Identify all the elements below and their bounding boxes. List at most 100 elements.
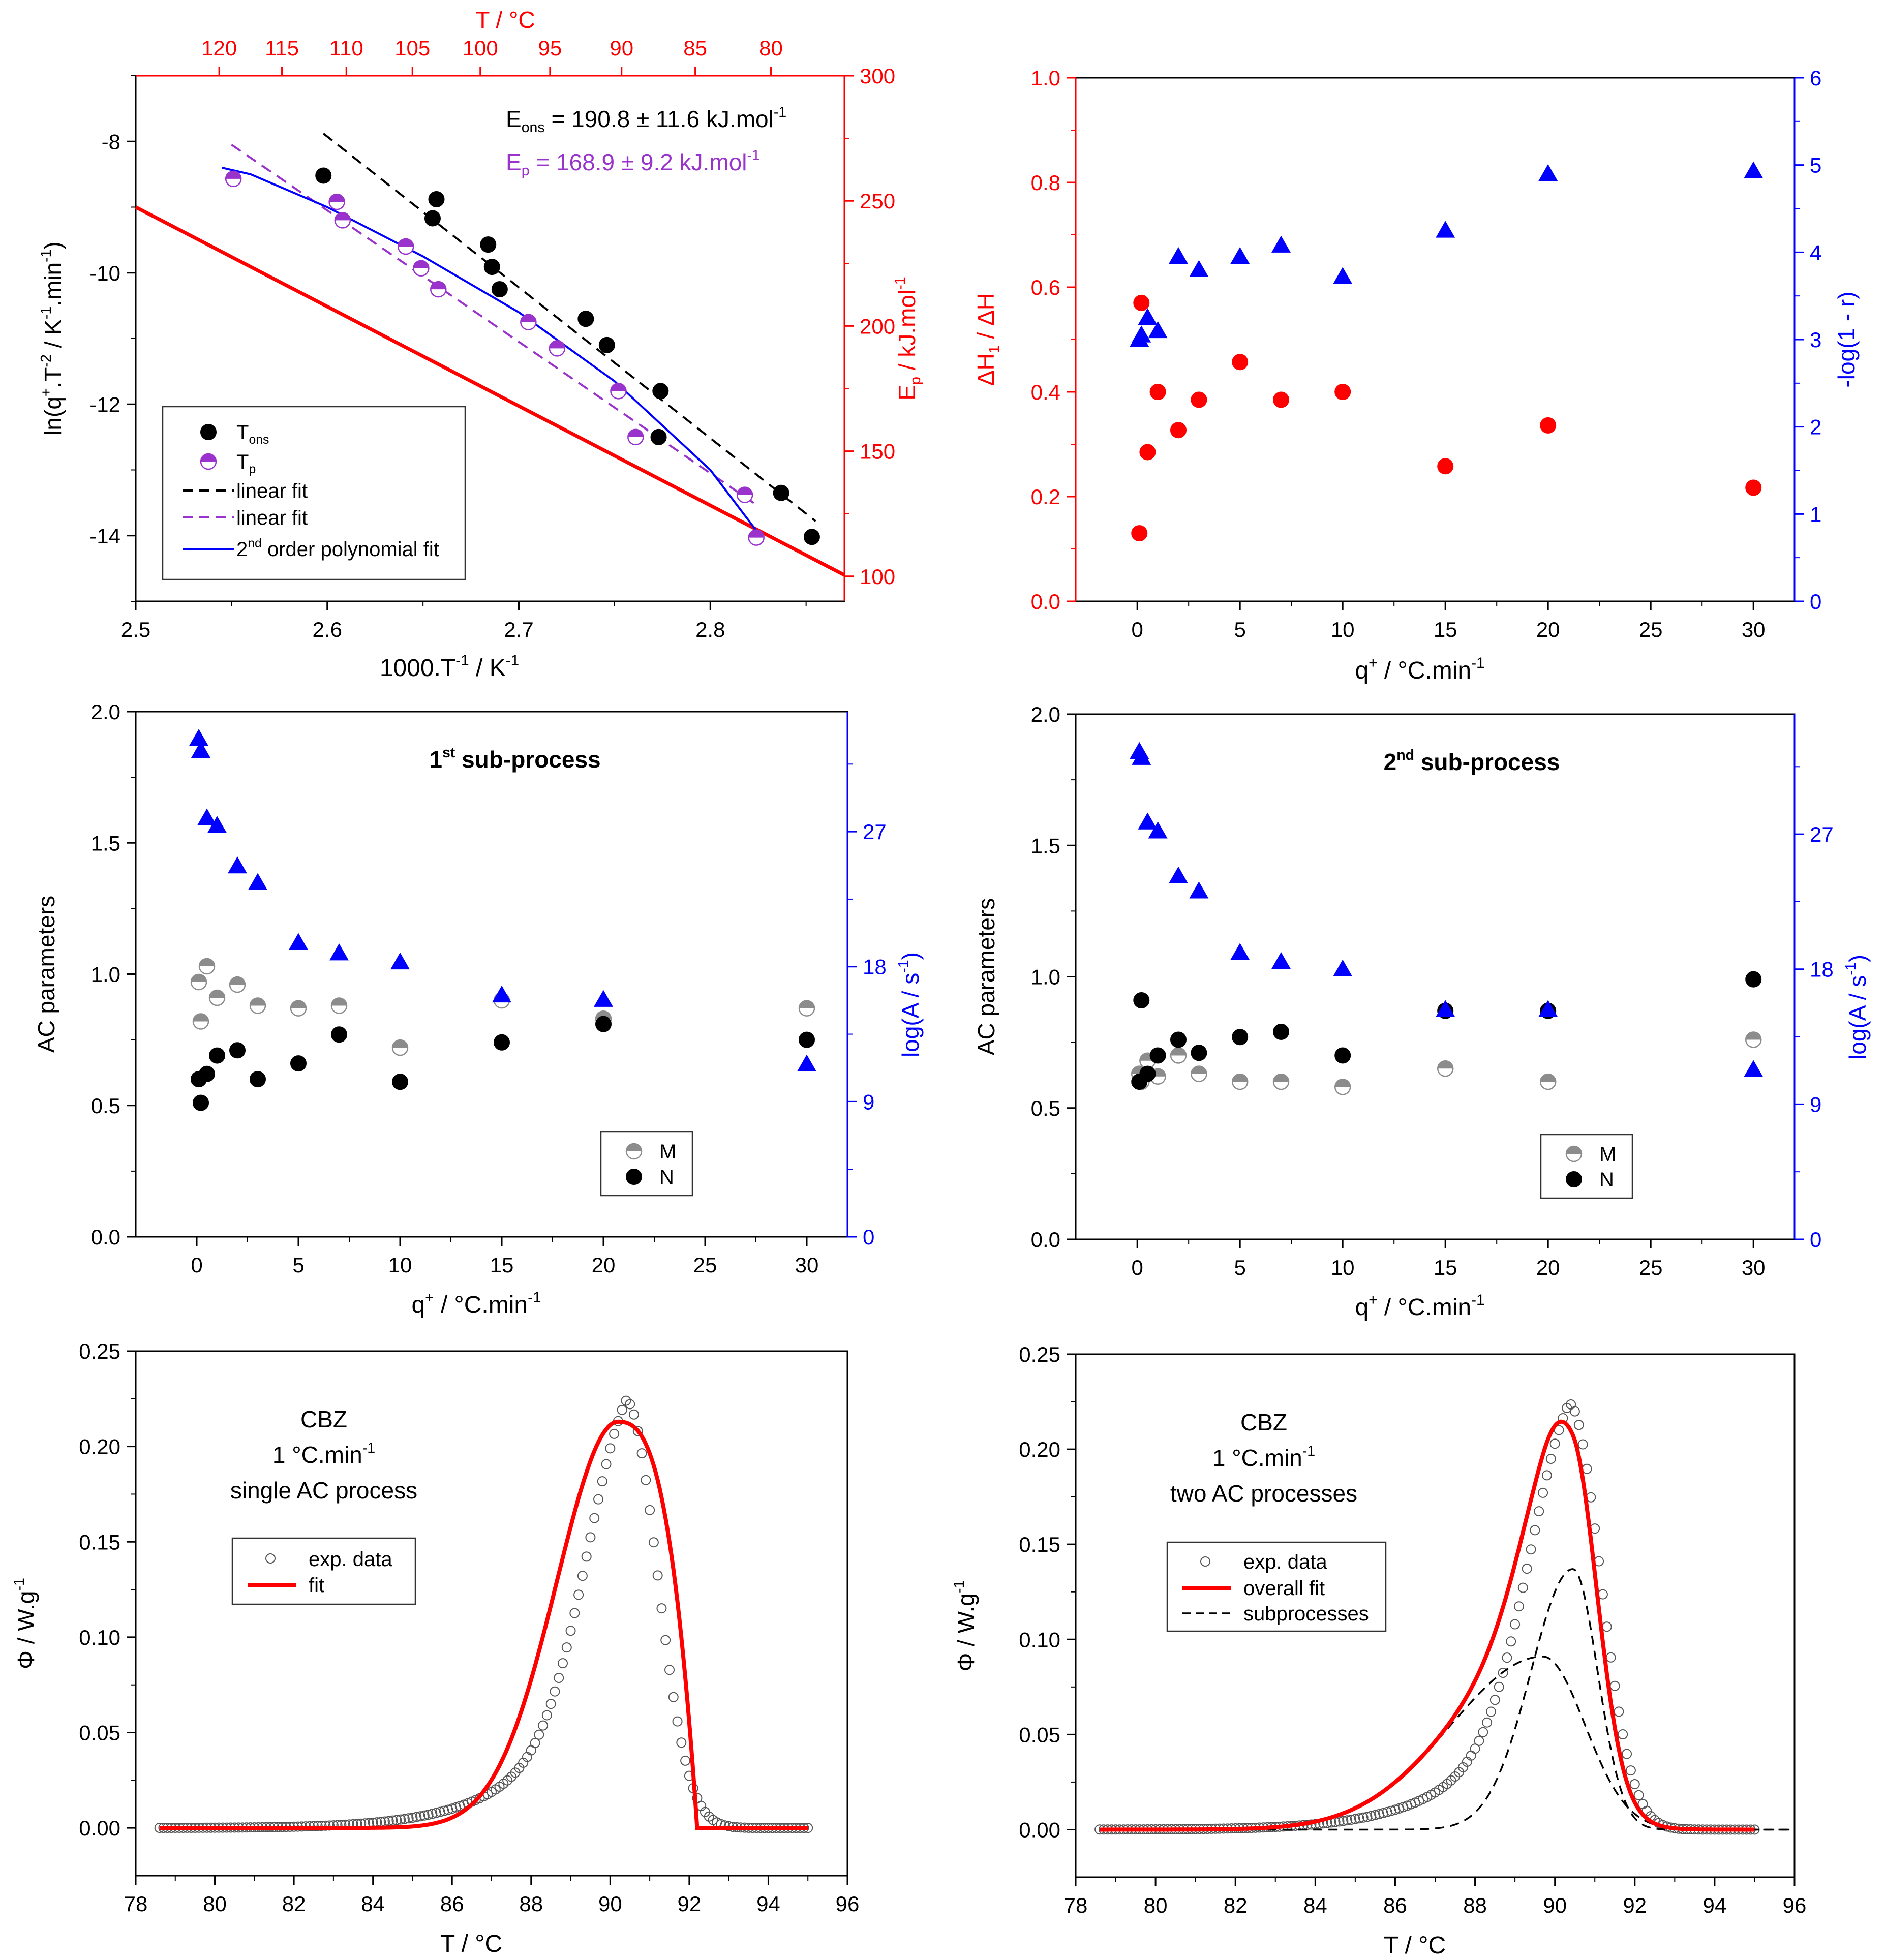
right-tick-label: 2 — [1810, 415, 1821, 439]
point-exp — [1618, 1729, 1628, 1740]
x-tick-label: 30 — [795, 1253, 819, 1277]
point-log-a — [797, 1054, 816, 1071]
point-n — [1745, 971, 1762, 988]
point-log-r — [1538, 164, 1558, 181]
point-exp — [680, 1755, 691, 1766]
chart-c: 0 5 10 15 20 25 30 0.0 0.5 1.0 1.5 2.0 0 9 18 27 q+ / °C… — [33, 700, 924, 1319]
point-log-r — [1744, 161, 1764, 178]
y-tick-label: 0.05 — [79, 1721, 120, 1745]
point-exp — [439, 1805, 449, 1816]
x-tick-label: 82 — [282, 1892, 306, 1916]
point-tons — [773, 484, 789, 501]
right-tick-label: 1 — [1810, 502, 1821, 526]
y-axis-title: Φ / W.g-1 — [951, 1580, 979, 1672]
marker-fill-half — [413, 260, 429, 268]
x-tick-label: 5 — [292, 1253, 304, 1277]
point-exp — [1478, 1727, 1488, 1737]
subplot-title: 2nd sub-process — [1384, 747, 1560, 775]
point-log-a — [1148, 821, 1168, 839]
point-tp — [225, 170, 242, 188]
point-exp — [1541, 1470, 1552, 1481]
point-exp — [1346, 1814, 1357, 1825]
point-tp — [430, 281, 447, 298]
point-log-a — [1744, 1060, 1764, 1077]
point-exp — [1609, 1680, 1620, 1691]
subplot-title: 1st sub-process — [429, 745, 600, 773]
point-m — [1191, 1065, 1207, 1082]
point-exp — [558, 1658, 568, 1669]
top-axis-title: T / °C — [475, 7, 535, 33]
marker-fill-half — [392, 1040, 408, 1048]
marker-fill-half — [1335, 1079, 1351, 1087]
y-axis-title: AC parameters — [973, 898, 999, 1055]
point-log-a — [594, 990, 613, 1007]
x-tick-label: 0 — [191, 1253, 202, 1277]
right-axis-title: log(A / s-1) — [896, 952, 924, 1057]
legend-label-overall: overall fit — [1243, 1577, 1325, 1600]
top-tick-label: 120 — [201, 36, 237, 60]
annotation-process: two AC processes — [1170, 1480, 1357, 1507]
point-exp — [585, 1532, 596, 1543]
point-exp — [676, 1737, 687, 1748]
point-exp — [411, 1812, 422, 1822]
x-tick-label: 96 — [836, 1892, 860, 1916]
point-dh-ratio — [1139, 444, 1156, 461]
point-exp — [1614, 1706, 1624, 1717]
point-exp — [541, 1710, 552, 1721]
marker-fill-half — [549, 341, 565, 349]
point-tp — [334, 212, 351, 229]
point-m — [208, 989, 226, 1006]
legend-label-poly: 2nd order polynomial fit — [236, 537, 439, 561]
point-n — [799, 1031, 815, 1048]
point-dh-ratio — [1334, 384, 1351, 400]
point-exp — [320, 1820, 331, 1831]
y-tick-label: 0.5 — [91, 1094, 120, 1118]
y-tick-label: 0.20 — [79, 1435, 120, 1459]
point-tons — [480, 236, 497, 253]
point-exp — [1513, 1601, 1524, 1612]
y-tick-label: 0.25 — [1019, 1342, 1060, 1366]
point-exp — [660, 1635, 671, 1645]
legend-box — [600, 1131, 693, 1197]
point-dh-ratio — [1437, 458, 1454, 475]
point-log-r — [1230, 247, 1250, 264]
point-dh-ratio — [1191, 391, 1207, 408]
point-exp — [609, 1428, 620, 1439]
point-m — [290, 1000, 307, 1017]
plot-frame — [1075, 77, 1796, 602]
legend-label-tons: Tons — [236, 421, 269, 447]
point-tp — [397, 238, 414, 255]
y-tick-label: 2.0 — [1031, 702, 1060, 726]
y-tick-label: 1.0 — [91, 963, 120, 987]
x-tick-label: 84 — [1303, 1893, 1327, 1917]
y-tick-label: 1.5 — [91, 831, 120, 855]
point-exp — [625, 1399, 635, 1410]
point-exp — [1446, 1775, 1456, 1786]
x-tick-label: 80 — [203, 1892, 227, 1916]
point-n — [392, 1074, 408, 1090]
x-axis-title: q+ / °C.min-1 — [1355, 655, 1484, 684]
x-tick-label: 10 — [388, 1253, 412, 1277]
point-log-a — [1169, 866, 1188, 884]
marker-fill-half — [1232, 1074, 1248, 1082]
legend-label-fit: fit — [309, 1574, 324, 1597]
chart-e: 78 80 82 84 86 88 90 92 94 96 0.00 0.05 0.10 0.15 0.20… — [11, 1339, 860, 1957]
right-tick-label: 100 — [860, 565, 895, 589]
annotation-rate: 1 °C.min-1 — [272, 1440, 375, 1468]
point-exp — [530, 1738, 540, 1749]
point-exp — [391, 1815, 402, 1825]
y-tick-label: 0.5 — [1031, 1096, 1060, 1120]
point-tp — [736, 486, 753, 503]
legend-marker-n — [1566, 1171, 1582, 1187]
y-tick-label: -10 — [89, 261, 120, 285]
linear-fit-p — [231, 144, 759, 507]
x-axis-title: q+ / °C.min-1 — [411, 1289, 541, 1319]
overall-fit-line — [1100, 1419, 1755, 1832]
point-exp — [1545, 1454, 1556, 1464]
marker-fill-half — [335, 212, 350, 221]
marker-fill-half — [431, 282, 446, 290]
point-tp — [610, 383, 627, 400]
point-tons — [424, 210, 441, 227]
right-tick-label: 300 — [860, 64, 895, 88]
